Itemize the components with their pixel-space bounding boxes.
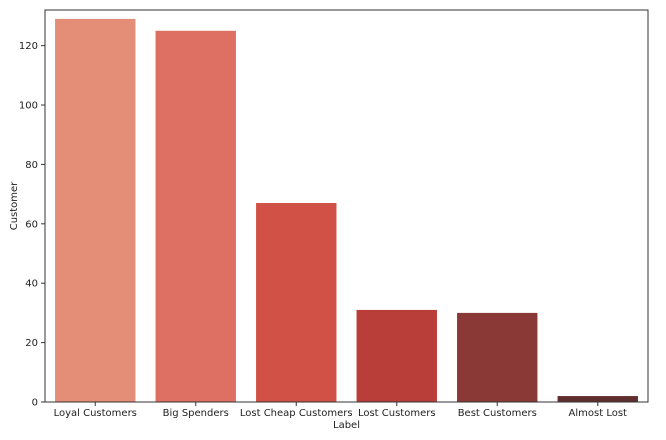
bar-best-customers (457, 312, 538, 402)
bar-loyal-customers (55, 18, 136, 403)
x-tick-label: Lost Customers (358, 408, 436, 419)
y-axis-ticks: 0 20 40 60 80 100 120 (19, 41, 45, 409)
y-tick-label: 100 (19, 101, 38, 112)
bar-lost-cheap-customers (256, 203, 337, 402)
x-tick-label: Loyal Customers (54, 408, 137, 419)
y-tick-label: 0 (32, 398, 38, 409)
plot-frame (44, 9, 649, 403)
y-axis-label: Customer (9, 181, 20, 230)
y-tick-label: 40 (25, 279, 38, 290)
bar-almost-lost (557, 396, 638, 402)
x-axis-label: Label (333, 420, 360, 431)
x-tick-label: Almost Lost (569, 408, 628, 419)
x-tick-label: Best Customers (458, 408, 537, 419)
x-tick-label: Lost Cheap Customers (240, 408, 353, 419)
y-tick-label: 80 (25, 160, 38, 171)
bars-group (55, 18, 638, 403)
y-tick-label: 60 (25, 219, 38, 230)
x-tick-label: Big Spenders (163, 408, 229, 419)
x-axis-ticks: Loyal Customers Big Spenders Lost Cheap Cu… (54, 402, 627, 419)
bar-big-spenders (155, 30, 236, 403)
bar-lost-customers (356, 309, 437, 402)
y-tick-label: 20 (25, 338, 38, 349)
y-tick-label: 120 (19, 41, 38, 52)
